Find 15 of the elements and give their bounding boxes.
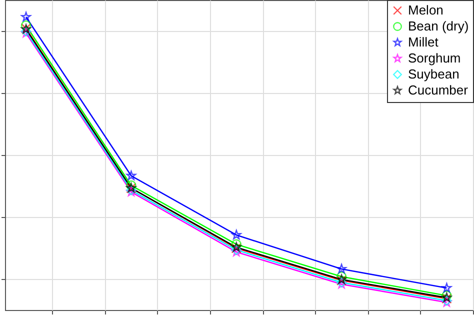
point: [20, 20, 32, 31]
point: [336, 264, 346, 274]
legend-label: Bean (dry): [408, 18, 469, 34]
point: [231, 230, 242, 240]
legend-label: Millet: [408, 34, 439, 50]
point: [336, 271, 347, 282]
legend-label: Cucumber: [408, 82, 469, 98]
point: [442, 282, 452, 292]
legend-label: Suybean: [408, 66, 460, 82]
legend-label: Melon: [408, 2, 444, 18]
point: [21, 12, 31, 22]
legend-label: Sorghum: [408, 50, 461, 66]
point: [126, 170, 136, 180]
point: [231, 239, 242, 250]
point: [126, 180, 136, 191]
